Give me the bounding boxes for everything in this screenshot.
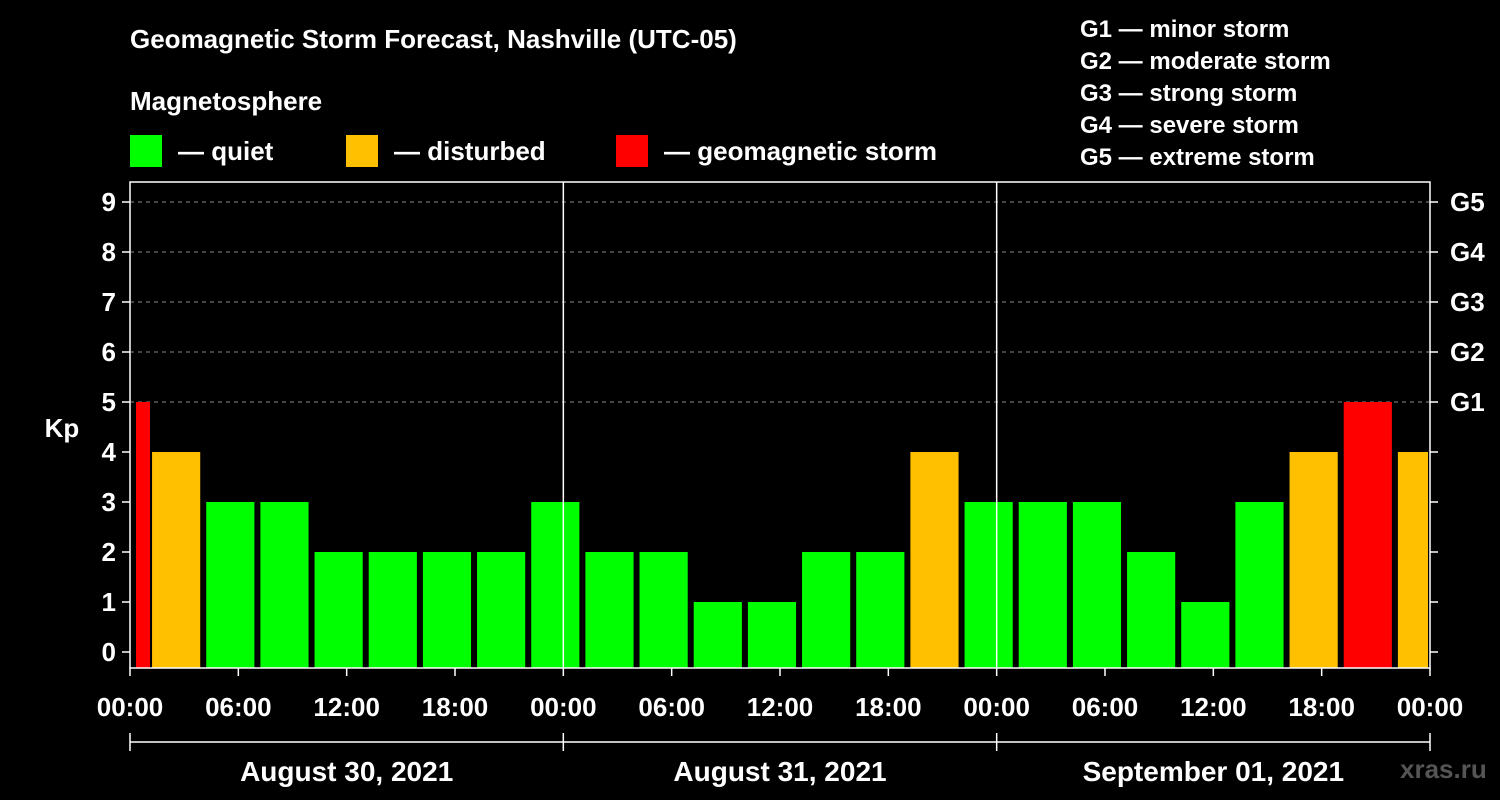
y-axis-label: Kp: [45, 413, 80, 443]
legend-title: Magnetosphere: [130, 86, 323, 116]
kp-bar: [422, 552, 472, 668]
legend-label-disturbed: — disturbed: [394, 135, 546, 166]
x-tick-label: 00:00: [1397, 692, 1464, 722]
x-tick-label: 06:00: [1072, 692, 1139, 722]
kp-bar: [260, 502, 309, 668]
x-tick-label: 12:00: [747, 692, 814, 722]
x-tick-label: 18:00: [422, 692, 489, 722]
y-tick-label: 3: [102, 487, 116, 517]
g-level-g1: G1 — minor storm: [1080, 16, 1290, 43]
kp-bar: [856, 552, 905, 668]
y-tick-label: 8: [102, 237, 116, 267]
g-tick-label: G3: [1450, 287, 1485, 317]
x-tick-label: 00:00: [97, 692, 164, 722]
g-level-legend: G1 — minor storm G2 — moderate storm G3 …: [1080, 14, 1331, 174]
kp-bar: [693, 602, 742, 668]
g-level-g5: G5 — extreme storm: [1080, 144, 1315, 171]
kp-bar: [585, 552, 634, 668]
y-tick-label: 2: [102, 537, 116, 567]
y-tick-label: 4: [102, 437, 117, 467]
kp-bar: [477, 552, 526, 668]
y-tick-label: 1: [102, 587, 116, 617]
g-level-g4: G4 — severe storm: [1080, 112, 1299, 139]
g-tick-label: G2: [1450, 337, 1485, 367]
day-label: August 30, 2021: [240, 756, 453, 787]
kp-bar: [531, 502, 580, 668]
y-tick-label: 7: [102, 287, 116, 317]
kp-bar: [206, 502, 255, 668]
kp-bar: [136, 402, 150, 668]
y-tick-label: 9: [102, 187, 116, 217]
kp-bar: [1127, 552, 1176, 668]
day-label: September 01, 2021: [1083, 756, 1345, 787]
kp-bar: [1343, 402, 1392, 668]
legend-item-storm: — geomagnetic storm: [616, 134, 937, 168]
g-tick-label: G1: [1450, 387, 1485, 417]
kp-bar: [964, 502, 1013, 668]
kp-bar: [1289, 452, 1338, 668]
watermark: xras.ru: [1400, 754, 1487, 784]
chart-title: Geomagnetic Storm Forecast, Nashville (U…: [130, 24, 737, 54]
kp-bar: [1072, 502, 1122, 668]
g-tick-label: G4: [1450, 237, 1485, 267]
kp-bar: [1181, 602, 1230, 668]
legend-swatch-disturbed: [346, 135, 378, 167]
x-tick-label: 12:00: [313, 692, 380, 722]
legend-item-quiet: — quiet: [130, 134, 273, 168]
kp-bar: [910, 452, 959, 668]
x-tick-label: 12:00: [1180, 692, 1247, 722]
g-level-g3: G3 — strong storm: [1080, 80, 1298, 107]
kp-bar: [639, 552, 688, 668]
kp-bar: [368, 552, 417, 668]
legend-swatch-storm: [616, 135, 648, 167]
x-tick-label: 18:00: [855, 692, 922, 722]
legend-label-storm: — geomagnetic storm: [664, 135, 938, 166]
kp-bar: [747, 602, 797, 668]
y-tick-label: 5: [102, 387, 116, 417]
kp-bar: [1235, 502, 1284, 668]
x-tick-label: 06:00: [638, 692, 705, 722]
legend-swatch-quiet: [130, 135, 162, 167]
g-level-g2: G2 — moderate storm: [1080, 48, 1331, 75]
kp-bar: [1397, 452, 1428, 668]
x-tick-label: 18:00: [1288, 692, 1355, 722]
x-tick-label: 00:00: [530, 692, 597, 722]
kp-bar: [1018, 502, 1067, 668]
g-tick-label: G5: [1450, 187, 1485, 217]
day-label: August 31, 2021: [673, 756, 886, 787]
legend-item-disturbed: — disturbed: [346, 134, 546, 168]
legend-label-quiet: — quiet: [178, 135, 274, 166]
x-tick-label: 00:00: [963, 692, 1030, 722]
kp-bar: [152, 452, 201, 668]
y-tick-label: 0: [102, 637, 116, 667]
x-tick-label: 06:00: [205, 692, 272, 722]
kp-bar: [314, 552, 363, 668]
y-tick-label: 6: [102, 337, 116, 367]
kp-bar: [802, 552, 851, 668]
